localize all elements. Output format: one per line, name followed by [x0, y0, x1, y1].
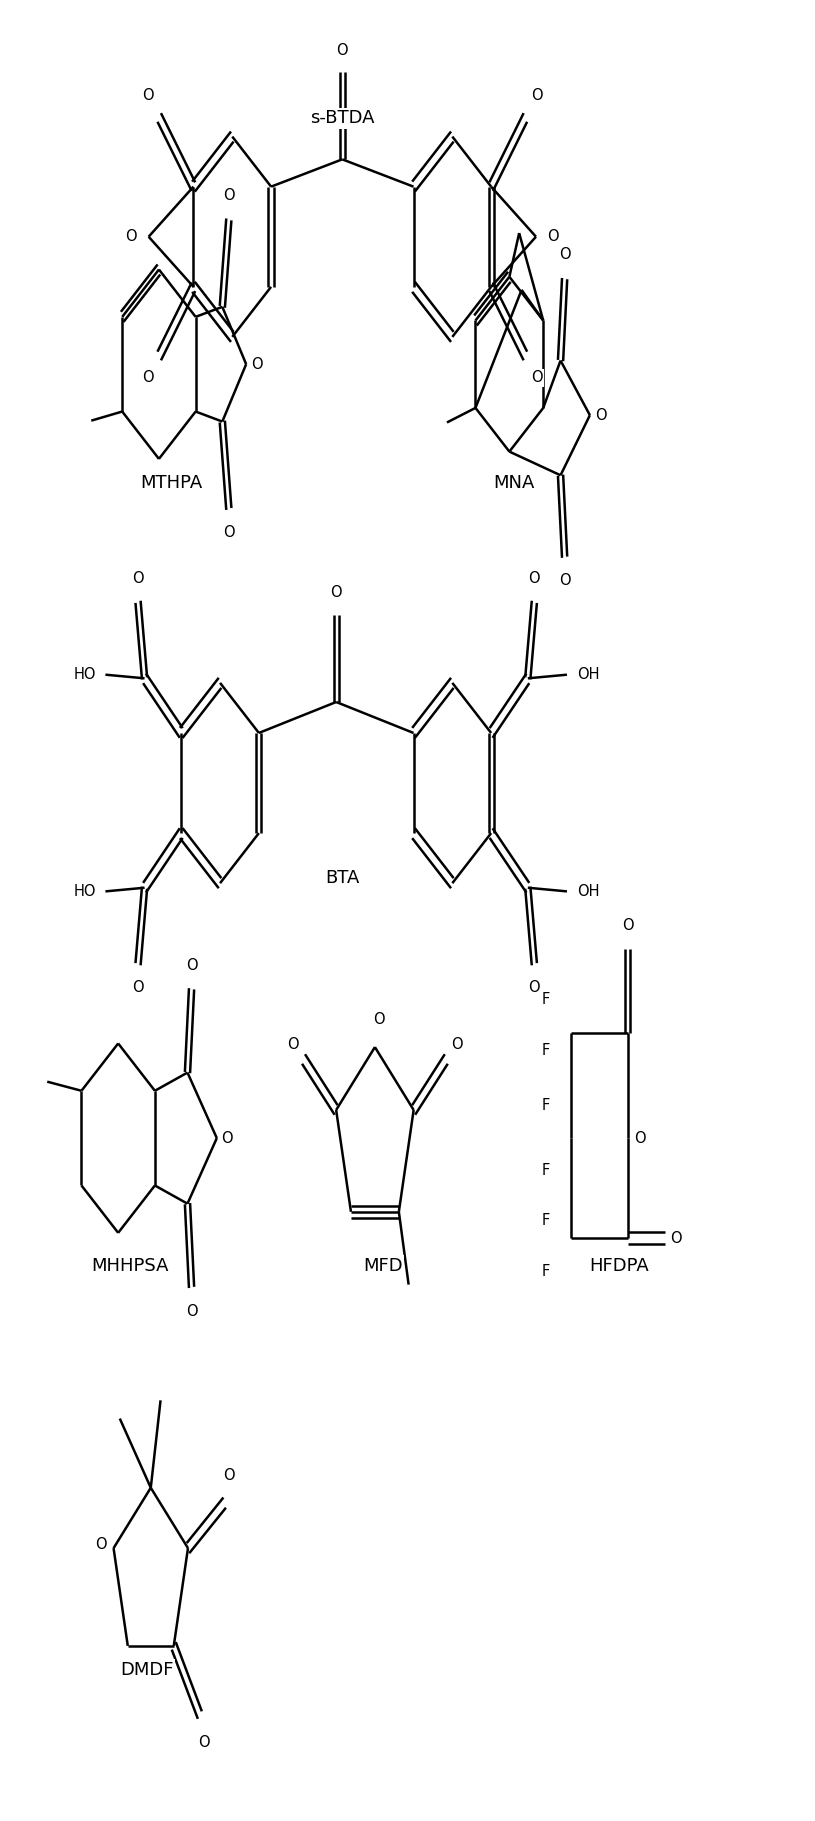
Text: O: O [373, 1012, 385, 1027]
Text: O: O [222, 1131, 233, 1145]
Text: O: O [559, 574, 570, 588]
Text: O: O [126, 229, 137, 244]
Text: O: O [186, 1304, 197, 1318]
Text: MTHPA: MTHPA [140, 473, 202, 492]
Text: OH: OH [577, 883, 599, 900]
Text: O: O [142, 370, 154, 386]
Text: F: F [542, 1264, 550, 1278]
Text: O: O [132, 980, 144, 996]
Text: O: O [548, 229, 559, 244]
Text: O: O [670, 1231, 681, 1246]
Text: OH: OH [577, 666, 599, 683]
Text: O: O [531, 87, 543, 104]
Text: F: F [542, 1043, 550, 1058]
Text: O: O [531, 370, 543, 386]
Text: F: F [542, 1098, 550, 1113]
Text: O: O [528, 980, 540, 996]
Text: MNA: MNA [493, 473, 534, 492]
Text: O: O [287, 1036, 299, 1053]
Text: HO: HO [73, 883, 95, 900]
Text: O: O [622, 918, 633, 932]
Text: BTA: BTA [325, 869, 359, 887]
Text: MHHPSA: MHHPSA [91, 1256, 170, 1275]
Text: O: O [223, 1468, 235, 1482]
Text: DMDF: DMDF [120, 1661, 174, 1679]
Text: O: O [559, 248, 570, 262]
Text: O: O [223, 524, 235, 541]
Text: HFDPA: HFDPA [589, 1256, 650, 1275]
Text: s-BTDA: s-BTDA [310, 109, 375, 127]
Text: F: F [542, 992, 550, 1007]
Text: MFD: MFD [363, 1256, 403, 1275]
Text: O: O [223, 188, 235, 204]
Text: O: O [198, 1735, 209, 1750]
Text: O: O [451, 1036, 463, 1053]
Text: F: F [542, 1213, 550, 1227]
Text: O: O [186, 958, 197, 972]
Text: O: O [595, 408, 606, 422]
Text: F: F [542, 1164, 550, 1178]
Text: O: O [95, 1537, 106, 1551]
Text: O: O [528, 570, 540, 586]
Text: HO: HO [73, 666, 95, 683]
Text: O: O [330, 585, 342, 601]
Text: O: O [142, 87, 154, 104]
Text: O: O [634, 1131, 645, 1145]
Text: O: O [337, 42, 348, 58]
Text: O: O [132, 570, 144, 586]
Text: O: O [251, 357, 262, 371]
